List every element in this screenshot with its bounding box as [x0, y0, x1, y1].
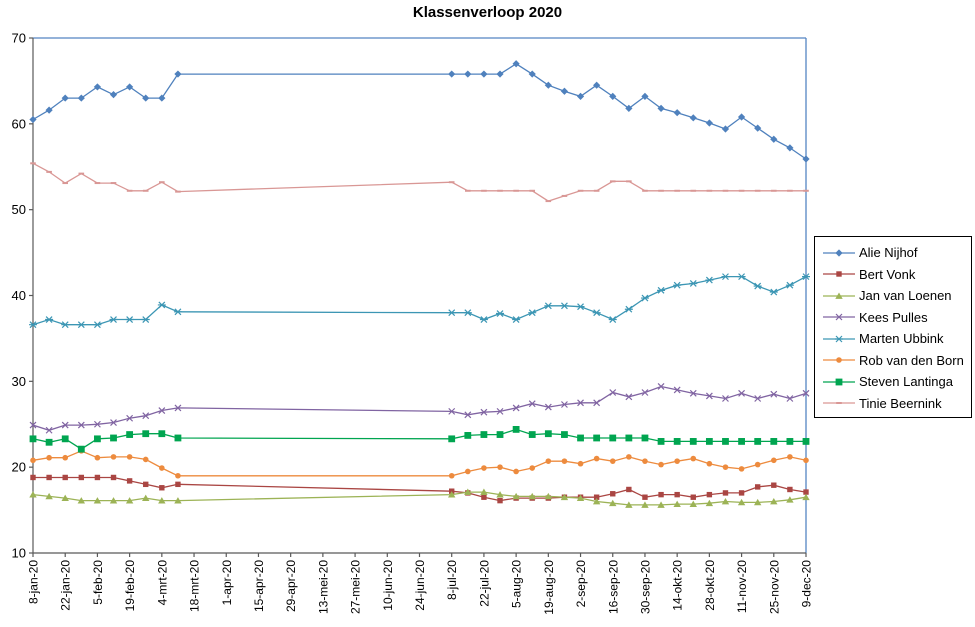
legend-label: Steven Lantinga	[859, 374, 953, 390]
svg-text:16-sep-20: 16-sep-20	[606, 560, 620, 614]
legend-label: Rob van den Born	[859, 352, 964, 368]
legend-item-tinie-beernink: Tinie Beernink	[822, 393, 971, 415]
legend-label: Jan van Loenen	[859, 288, 952, 304]
svg-text:1-apr-20: 1-apr-20	[220, 560, 234, 606]
svg-text:22-jul-20: 22-jul-20	[477, 560, 491, 607]
legend-label: Kees Pulles	[859, 309, 928, 325]
svg-text:18-mrt-20: 18-mrt-20	[188, 560, 202, 612]
legend-item-marten-ubbink: Marten Ubbink	[822, 328, 971, 350]
legend-label: Tinie Beernink	[859, 395, 942, 411]
chart-title: Klassenverloop 2020	[412, 4, 563, 21]
legend-item-rob-van-den-born: Rob van den Born	[822, 350, 971, 372]
legend-item-alie-nijhof: Alie Nijhof	[822, 242, 971, 264]
svg-text:60: 60	[12, 116, 26, 131]
svg-text:13-mei-20: 13-mei-20	[316, 560, 330, 614]
legend-item-kees-pulles: Kees Pulles	[822, 307, 971, 329]
svg-text:10: 10	[12, 546, 26, 561]
svg-text:22-jan-20: 22-jan-20	[59, 560, 73, 611]
svg-text:19-aug-20: 19-aug-20	[542, 560, 556, 615]
legend-label: Bert Vonk	[859, 266, 916, 282]
svg-text:9-dec-20: 9-dec-20	[800, 560, 814, 608]
svg-text:19-feb-20: 19-feb-20	[123, 560, 137, 612]
legend-label: Marten Ubbink	[859, 331, 944, 347]
svg-text:50: 50	[12, 202, 26, 217]
svg-text:30: 30	[12, 374, 26, 389]
line-diamond-marker-icon	[823, 249, 855, 257]
svg-text:4-mrt-20: 4-mrt-20	[155, 560, 169, 606]
line-triangle-marker-icon	[823, 292, 855, 299]
svg-text:28-okt-20: 28-okt-20	[703, 560, 717, 611]
svg-text:30-sep-20: 30-sep-20	[638, 560, 652, 614]
svg-text:5-aug-20: 5-aug-20	[510, 560, 524, 608]
svg-text:24-jun-20: 24-jun-20	[413, 560, 427, 611]
legend-item-steven-lantinga: Steven Lantinga	[822, 371, 971, 393]
svg-text:10-jun-20: 10-jun-20	[381, 560, 395, 611]
svg-text:15-apr-20: 15-apr-20	[252, 560, 266, 612]
line-square-marker-icon	[823, 271, 855, 277]
legend-label: Alie Nijhof	[859, 245, 918, 261]
svg-text:27-mei-20: 27-mei-20	[349, 560, 363, 614]
svg-text:11-nov-20: 11-nov-20	[735, 560, 749, 613]
svg-text:8-jan-20: 8-jan-20	[27, 560, 41, 604]
svg-text:14-okt-20: 14-okt-20	[671, 560, 685, 611]
legend-item-jan-van-loenen: Jan van Loenen	[822, 285, 971, 307]
line-filled-square-marker-icon	[823, 378, 855, 386]
legend-item-bert-vonk: Bert Vonk	[822, 264, 971, 286]
svg-text:20: 20	[12, 460, 26, 475]
svg-text:2-sep-20: 2-sep-20	[574, 560, 588, 608]
line-star-marker-icon	[823, 335, 855, 343]
line-circle-marker-icon	[823, 357, 855, 364]
svg-text:25-nov-20: 25-nov-20	[767, 560, 781, 614]
svg-text:70: 70	[12, 31, 26, 46]
svg-text:29-apr-20: 29-apr-20	[284, 560, 298, 612]
svg-text:5-feb-20: 5-feb-20	[91, 560, 105, 605]
svg-text:8-jul-20: 8-jul-20	[445, 560, 459, 600]
svg-text:40: 40	[12, 288, 26, 303]
line-x-marker-icon	[823, 313, 855, 321]
legend: Alie Nijhof Bert Vonk Jan van Loenen Kee…	[814, 236, 972, 418]
line-dash-marker-icon	[823, 402, 855, 405]
